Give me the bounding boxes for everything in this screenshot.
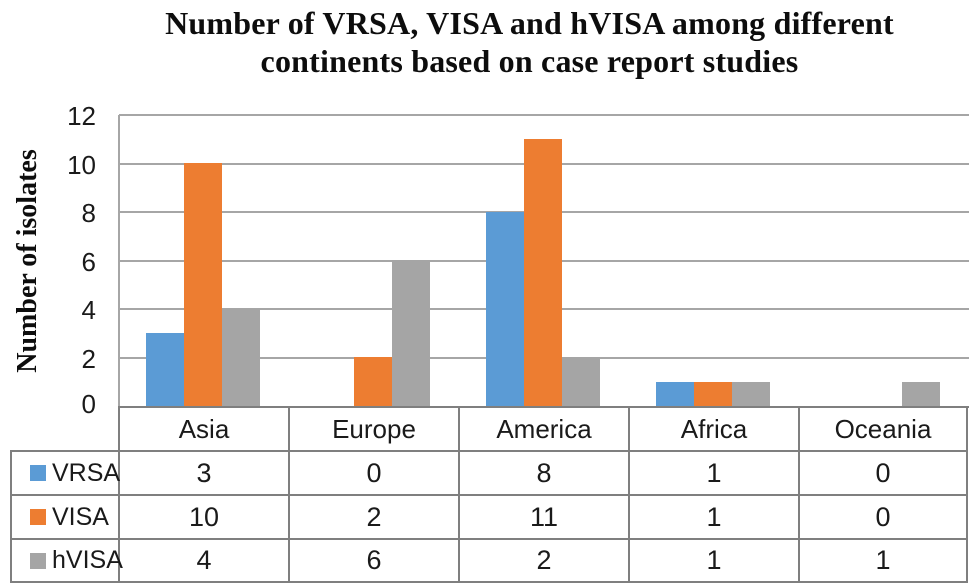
table-value-hvisa-asia: 4 xyxy=(196,545,212,575)
chart-title-line-2: continents based on case report studies xyxy=(260,43,799,79)
bar-hvisa-europe xyxy=(392,260,430,406)
bar-visa-europe xyxy=(354,357,392,406)
bar-visa-africa xyxy=(694,382,732,406)
legend-label-vrsa: VRSA xyxy=(52,458,121,487)
table-value-hvisa-africa: 1 xyxy=(706,545,722,575)
table-value-vrsa-asia: 3 xyxy=(196,458,212,488)
hvisa-legend-swatch-icon xyxy=(30,552,46,569)
gridline-y-12 xyxy=(119,114,969,116)
table-value-hvisa-europe: 6 xyxy=(366,545,382,575)
y-tick-label-0: 0 xyxy=(81,389,96,419)
category-label-europe: Europe xyxy=(332,414,416,444)
category-label-africa: Africa xyxy=(680,414,748,444)
chart-title-line-1: Number of VRSA, VISA and hVISA among dif… xyxy=(165,5,894,41)
table-value-visa-africa: 1 xyxy=(706,502,722,532)
legend-key-hvisa: hVISA xyxy=(12,540,123,581)
table-row-border xyxy=(10,538,968,540)
bar-vrsa-asia xyxy=(146,333,184,406)
table-column-border xyxy=(628,406,630,583)
chart-title: Number of VRSA, VISA and hVISA among dif… xyxy=(90,4,969,80)
bar-hvisa-africa xyxy=(732,382,770,406)
table-row-border xyxy=(10,494,968,496)
table-value-vrsa-africa: 1 xyxy=(706,458,722,488)
table-value-visa-europe: 2 xyxy=(366,502,382,532)
table-value-visa-asia: 10 xyxy=(188,502,220,532)
bar-visa-asia xyxy=(184,163,222,406)
table-column-border xyxy=(288,406,290,583)
axis-and-table-top-border xyxy=(118,406,969,408)
legend-key-vrsa: VRSA xyxy=(12,452,121,494)
visa-legend-swatch-icon xyxy=(30,509,46,525)
legend-key-visa: VISA xyxy=(12,496,118,538)
category-label-america: America xyxy=(496,414,592,444)
table-value-visa-oceania: 0 xyxy=(875,502,891,532)
bar-hvisa-oceania xyxy=(902,382,940,406)
category-label-oceania: Oceania xyxy=(834,414,932,444)
table-column-border xyxy=(798,406,800,583)
y-tick-label-2: 2 xyxy=(81,344,96,374)
table-column-border xyxy=(458,406,460,583)
bar-hvisa-america xyxy=(562,357,600,406)
legend-label-hvisa: hVISA xyxy=(52,546,123,574)
y-tick-label-8: 8 xyxy=(81,198,96,228)
category-label-asia: Asia xyxy=(178,414,230,444)
y-axis-line xyxy=(118,115,120,408)
table-value-visa-america: 11 xyxy=(529,502,559,532)
table-value-vrsa-oceania: 0 xyxy=(875,458,891,488)
table-row-border xyxy=(10,450,968,452)
vrsa-legend-swatch-icon xyxy=(30,465,46,481)
table-value-vrsa-europe: 0 xyxy=(366,458,382,488)
bar-hvisa-asia xyxy=(222,309,260,406)
y-tick-label-4: 4 xyxy=(81,295,96,325)
bar-vrsa-america xyxy=(486,212,524,406)
table-value-hvisa-oceania: 1 xyxy=(875,545,891,575)
legend-column-left-border xyxy=(10,450,12,583)
y-tick-label-12: 12 xyxy=(67,101,96,131)
y-tick-label-6: 6 xyxy=(81,247,96,277)
table-value-hvisa-america: 2 xyxy=(536,545,552,575)
y-tick-label-10: 10 xyxy=(67,150,96,180)
bar-vrsa-africa xyxy=(656,382,694,406)
bar-visa-america xyxy=(524,139,562,406)
table-column-border xyxy=(966,406,968,583)
table-value-vrsa-america: 8 xyxy=(536,458,552,488)
table-row-border xyxy=(10,581,968,583)
legend-label-visa: VISA xyxy=(52,502,109,531)
table-column-border xyxy=(118,406,120,583)
